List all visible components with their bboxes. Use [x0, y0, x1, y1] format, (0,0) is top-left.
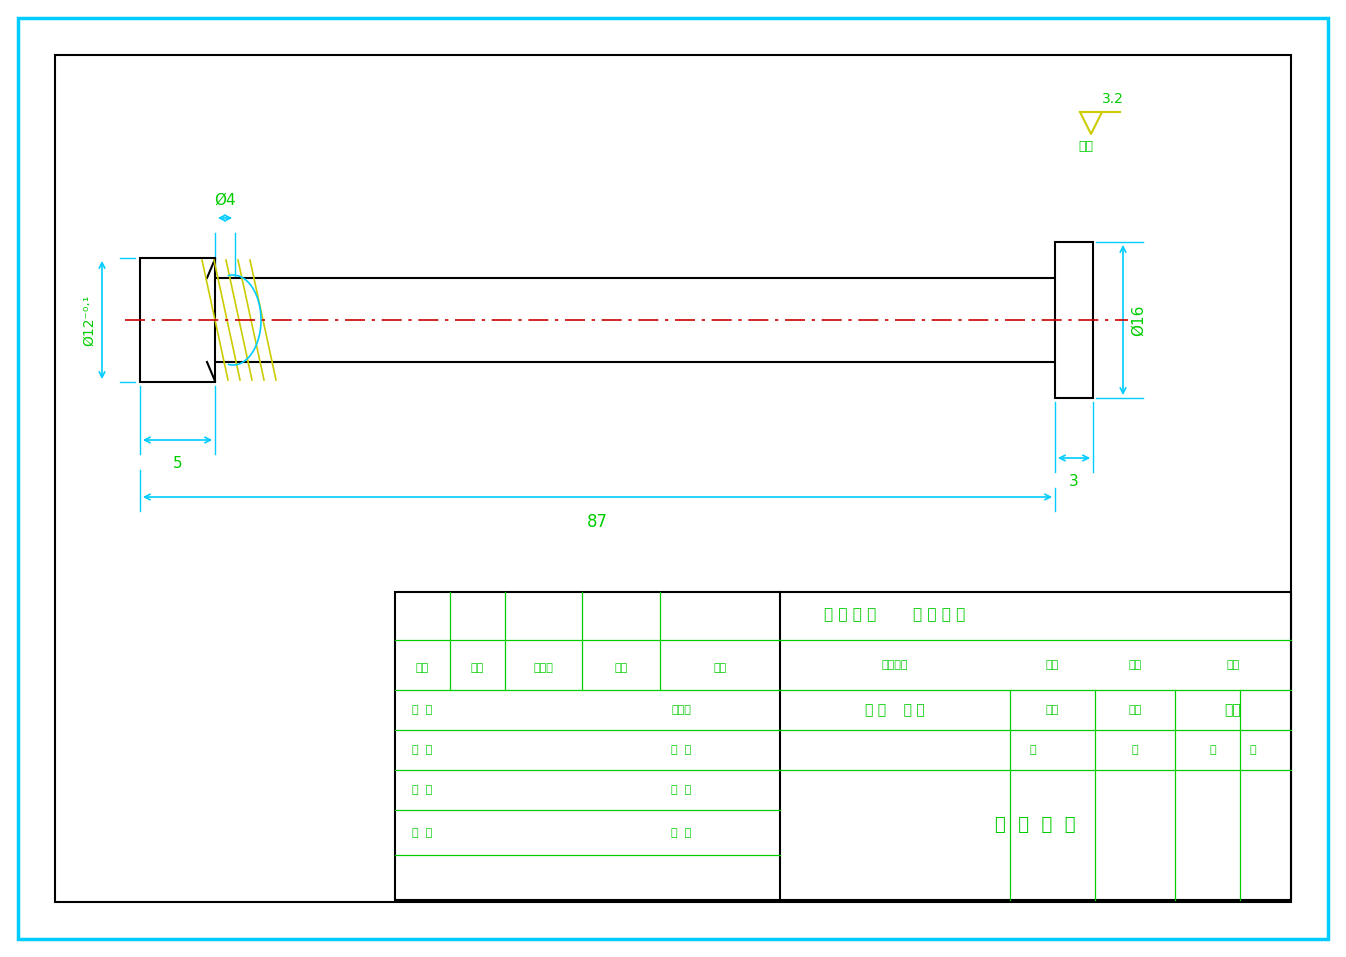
Text: Ø12⁻⁰·¹: Ø12⁻⁰·¹: [82, 295, 96, 345]
Bar: [394, 592, 1291, 900]
Text: 数量: 数量: [1046, 705, 1059, 715]
Text: 设  计: 设 计: [412, 705, 432, 715]
Text: 文件号: 文件号: [533, 663, 553, 673]
Text: 签字: 签字: [614, 663, 627, 673]
Text: 张: 张: [1132, 745, 1139, 755]
Bar: [205, 278, 1061, 362]
Text: 张: 张: [1249, 745, 1256, 755]
Text: 图 样 名 称       图 样 代 号: 图 样 名 称 图 样 代 号: [824, 608, 965, 622]
Text: 3: 3: [1069, 474, 1079, 489]
Bar: [1055, 242, 1093, 398]
Text: 批  准: 批 准: [670, 785, 690, 795]
Text: 共: 共: [1210, 745, 1217, 755]
Text: 第: 第: [1030, 745, 1036, 755]
Text: 初  放: 初 放: [412, 745, 432, 755]
Text: 5: 5: [172, 456, 182, 471]
Text: 87: 87: [587, 513, 608, 531]
Text: 审  核: 审 核: [412, 785, 432, 795]
Bar: [140, 258, 215, 382]
Text: 日  测: 日 测: [670, 828, 690, 838]
Text: 重量: 重量: [1128, 660, 1141, 670]
Text: 图样标记: 图样标记: [882, 660, 909, 670]
Text: 比例: 比例: [1225, 703, 1241, 717]
Text: 重量: 重量: [1128, 705, 1141, 715]
Text: 审  定: 审 定: [670, 745, 690, 755]
Text: 标准化: 标准化: [672, 705, 690, 715]
Bar: [55, 55, 1291, 902]
Text: 处数: 处数: [471, 663, 485, 673]
Text: 工  艺: 工 艺: [412, 828, 432, 838]
Text: 材 料    规 格: 材 料 规 格: [865, 703, 925, 717]
Text: Ø16: Ø16: [1131, 304, 1145, 336]
Text: 日期: 日期: [713, 663, 727, 673]
Text: 3.2: 3.2: [1102, 92, 1124, 106]
Text: 标记: 标记: [416, 663, 429, 673]
Text: 全毕: 全毕: [1078, 140, 1093, 153]
Text: Ø4: Ø4: [214, 193, 236, 208]
Text: 数量: 数量: [1046, 660, 1059, 670]
Text: 项  目  名  称: 项 目 名 称: [995, 816, 1075, 834]
Text: 比例: 比例: [1226, 660, 1240, 670]
